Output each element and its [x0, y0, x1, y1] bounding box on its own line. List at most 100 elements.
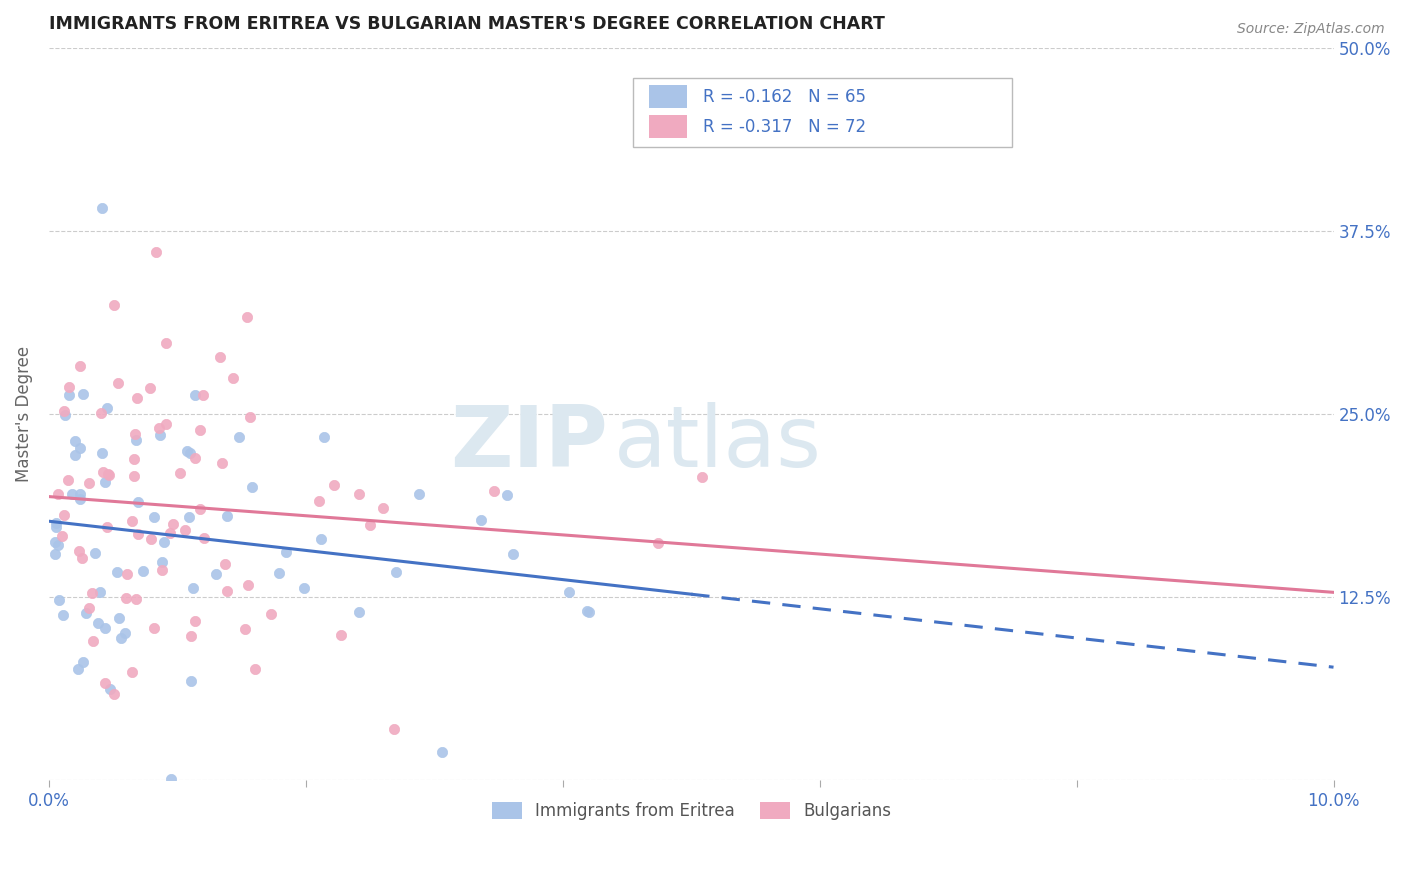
Point — [72, 386, 94, 401]
Point — [149, 428, 172, 442]
Bar — [634, 78, 1012, 147]
Point — [139, 380, 162, 394]
Point — [181, 581, 204, 595]
Point — [260, 607, 283, 622]
Point — [236, 578, 259, 592]
Point — [578, 606, 600, 620]
Point — [103, 298, 125, 312]
Point — [91, 201, 114, 215]
Point — [108, 611, 131, 625]
Point — [114, 591, 136, 606]
Point — [105, 565, 128, 579]
Point — [385, 565, 408, 579]
Point — [125, 591, 148, 606]
Point — [180, 629, 202, 643]
Point — [179, 445, 201, 459]
Point — [125, 433, 148, 447]
Point — [91, 466, 114, 480]
Point — [127, 495, 149, 509]
Point — [125, 391, 148, 405]
Point — [160, 772, 183, 786]
Point — [557, 584, 579, 599]
Point — [44, 547, 66, 561]
Text: Source: ZipAtlas.com: Source: ZipAtlas.com — [1237, 22, 1385, 37]
Point — [690, 470, 713, 484]
Point — [159, 526, 181, 541]
Point — [482, 483, 505, 498]
Point — [67, 544, 90, 558]
Point — [98, 468, 121, 483]
Point — [91, 446, 114, 460]
Point — [408, 487, 430, 501]
Text: R = -0.317   N = 72: R = -0.317 N = 72 — [703, 118, 866, 136]
Point — [239, 409, 262, 424]
Point — [98, 681, 121, 696]
Legend: Immigrants from Eritrea, Bulgarians: Immigrants from Eritrea, Bulgarians — [485, 796, 897, 827]
Text: R = -0.162   N = 65: R = -0.162 N = 65 — [703, 87, 866, 106]
Point — [145, 245, 167, 260]
Point — [96, 401, 118, 416]
Point — [72, 551, 94, 566]
Point — [124, 452, 146, 467]
Point — [48, 593, 70, 607]
Point — [176, 443, 198, 458]
Point — [309, 532, 332, 546]
Point — [44, 534, 66, 549]
Point — [191, 388, 214, 402]
Y-axis label: Master's Degree: Master's Degree — [15, 346, 32, 483]
Point — [155, 335, 177, 350]
Point — [82, 633, 104, 648]
Point — [121, 665, 143, 679]
Point — [314, 430, 336, 444]
Point — [143, 510, 166, 524]
Point — [139, 532, 162, 546]
Point — [69, 441, 91, 455]
Point — [58, 380, 80, 394]
Point — [359, 518, 381, 533]
Bar — [648, 85, 688, 109]
Point — [496, 488, 519, 502]
Point — [382, 723, 405, 737]
Point — [502, 547, 524, 561]
Point — [60, 487, 83, 501]
Point — [245, 663, 267, 677]
Point — [75, 606, 97, 620]
Point — [52, 608, 75, 623]
Point — [162, 517, 184, 532]
Point — [77, 475, 100, 490]
Point — [52, 508, 75, 522]
Point — [72, 655, 94, 669]
Point — [89, 584, 111, 599]
Point — [371, 501, 394, 516]
Point — [322, 478, 344, 492]
Point — [329, 628, 352, 642]
Point — [214, 557, 236, 571]
Point — [240, 480, 263, 494]
Point — [115, 566, 138, 581]
Point — [63, 434, 86, 449]
Point — [152, 534, 174, 549]
Point — [45, 516, 67, 530]
Point — [205, 567, 228, 582]
Point — [58, 388, 80, 402]
Point — [215, 508, 238, 523]
Point — [188, 502, 211, 516]
Point — [183, 615, 205, 629]
Point — [647, 536, 669, 550]
Point — [215, 583, 238, 598]
Point — [292, 581, 315, 595]
Point — [274, 544, 297, 558]
Point — [69, 359, 91, 374]
Point — [233, 622, 256, 636]
Point — [430, 745, 453, 759]
Point — [66, 662, 89, 676]
Text: IMMIGRANTS FROM ERITREA VS BULGARIAN MASTER'S DEGREE CORRELATION CHART: IMMIGRANTS FROM ERITREA VS BULGARIAN MAS… — [49, 15, 884, 33]
Point — [150, 555, 173, 569]
Point — [97, 467, 120, 481]
Point — [110, 632, 132, 646]
Point — [53, 403, 76, 417]
Point — [347, 605, 370, 619]
Point — [69, 487, 91, 501]
Point — [96, 519, 118, 533]
Text: ZIP: ZIP — [450, 402, 607, 485]
